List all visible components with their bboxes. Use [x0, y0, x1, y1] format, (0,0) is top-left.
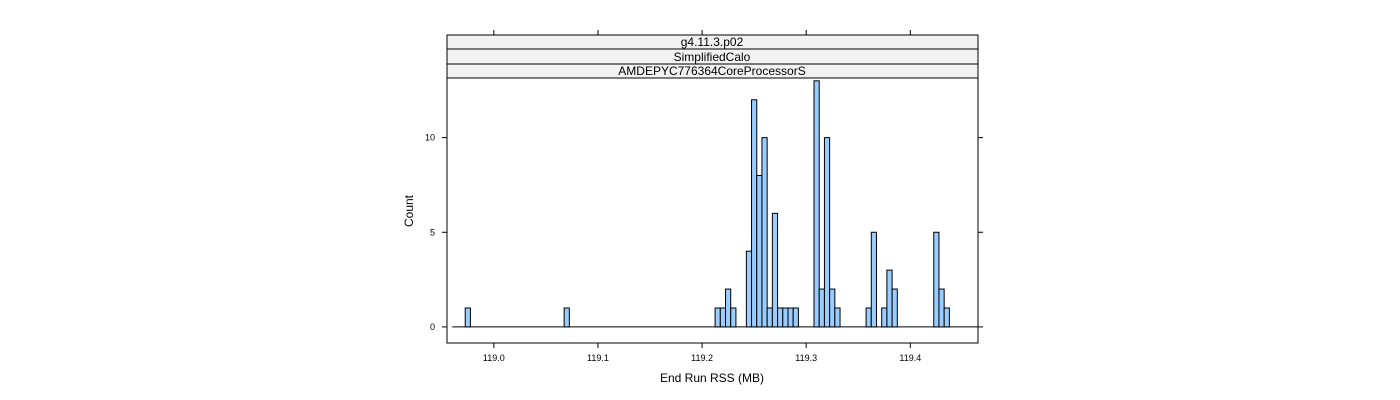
- histogram-bar-28: [943, 307, 950, 328]
- histogram-bar-26: [933, 231, 940, 328]
- x-tick-label-3: 119.3: [795, 353, 817, 363]
- x-tick-label-4: 119.4: [899, 353, 921, 363]
- histogram-bar-9: [761, 137, 768, 328]
- x-tick-label-1: 119.1: [587, 353, 609, 363]
- histogram-bar-1: [563, 307, 570, 328]
- x-tick-label-0: 119.0: [483, 353, 505, 363]
- histogram-bar-6: [745, 250, 753, 328]
- histogram-bar-11: [771, 212, 779, 328]
- histogram-bar-27: [938, 288, 945, 328]
- y-tick-label-1: 5: [430, 227, 435, 237]
- x-axis: 119.0 119.1 119.2 119.3 119.4: [483, 30, 921, 363]
- y-axis: 0 5 10: [425, 133, 983, 332]
- histogram-bar-4: [725, 288, 732, 328]
- histogram-bar-18: [823, 137, 831, 328]
- histogram-bar-5: [730, 307, 737, 328]
- histogram-bar-12: [777, 307, 784, 328]
- histogram-bar-17: [818, 288, 825, 328]
- histogram-bar-22: [870, 231, 877, 328]
- histogram-bar-23: [881, 307, 888, 328]
- strip-label-1: g4.11.3.p02: [681, 35, 744, 49]
- y-axis-label: Count: [402, 194, 416, 227]
- histogram-bar-21: [865, 307, 872, 328]
- strip-label-2: SimplifiedCalo: [674, 50, 751, 64]
- histogram-bar-16: [813, 80, 820, 328]
- y-tick-label-0: 0: [430, 322, 435, 332]
- strip-headers: g4.11.3.p02 SimplifiedCalo AMDEPYC776364…: [446, 34, 979, 79]
- strip-label-3: AMDEPYC776364CoreProcessorS: [618, 64, 805, 78]
- histogram-bar-10: [766, 307, 773, 328]
- y-tick-label-2: 10: [425, 133, 435, 143]
- histogram-bar-15: [792, 307, 799, 328]
- histogram-bar-0: [464, 307, 471, 328]
- histogram-bar-7: [751, 99, 758, 328]
- plot-frame: [446, 77, 979, 344]
- histogram-bar-25: [891, 288, 898, 328]
- histogram-bar-14: [787, 307, 794, 328]
- x-axis-label: End Run RSS (MB): [660, 371, 764, 385]
- histogram-bar-20: [834, 307, 841, 328]
- x-tick-label-2: 119.2: [691, 353, 713, 363]
- histogram-bars: [464, 80, 950, 328]
- histogram-bar-8: [756, 174, 763, 328]
- histogram-bar-3: [719, 307, 727, 328]
- histogram-bar-13: [782, 307, 789, 328]
- histogram-bar-24: [886, 269, 893, 328]
- histogram-bar-19: [829, 288, 836, 328]
- histogram-bar-2: [714, 307, 721, 328]
